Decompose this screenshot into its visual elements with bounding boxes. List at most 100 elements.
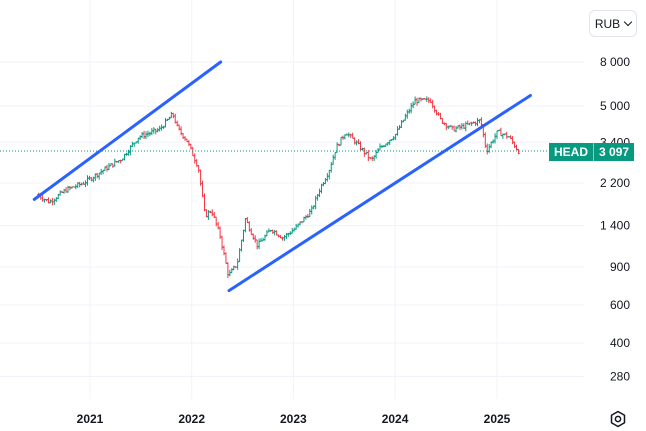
ohlc-bar — [54, 197, 58, 202]
ohlc-bar — [427, 97, 431, 104]
ohlc-bar — [197, 165, 201, 173]
last-price-label: HEAD 3 097 — [549, 143, 635, 161]
y-tick-label: 2 200 — [600, 176, 630, 190]
ohlc-bar — [310, 205, 314, 215]
ohlc-bar — [413, 96, 417, 105]
chart-grid — [0, 0, 584, 399]
trendlines — [32, 60, 532, 293]
ohlc-bar — [257, 238, 261, 250]
ohlc-bar — [327, 169, 331, 180]
ohlc-bar — [331, 154, 335, 165]
ohlc-bar — [409, 102, 413, 114]
ohlc-bar — [220, 235, 224, 250]
ohlc-bar — [431, 99, 435, 109]
ohlc-bar — [464, 121, 468, 132]
chevron-down-icon — [623, 17, 633, 27]
ohlc-bar — [97, 172, 101, 180]
y-tick-label: 8 000 — [600, 55, 630, 69]
ohlc-bar — [58, 190, 62, 196]
ohlc-bar — [415, 97, 419, 106]
ohlc-bar — [403, 113, 407, 121]
ohlc-bar — [308, 208, 312, 218]
ohlc-bar — [249, 228, 253, 235]
ohlc-bar — [181, 132, 185, 140]
ohlc-bar — [245, 217, 249, 224]
ohlc-bar — [318, 188, 322, 198]
ohlc-bar — [306, 214, 310, 219]
x-tick-label: 2021 — [77, 412, 104, 426]
ohlc-bar — [396, 126, 400, 136]
ohlc-bar — [475, 117, 479, 127]
ohlc-bar — [214, 216, 218, 227]
ohlc-bar — [255, 239, 259, 250]
ohlc-bar — [204, 209, 208, 218]
ohlc-bar — [366, 149, 370, 162]
ohlc-bar — [183, 136, 187, 141]
ohlc-bar — [84, 180, 88, 188]
ohlc-bar — [353, 137, 357, 145]
ohlc-bar — [138, 135, 142, 140]
ohlc-bar — [411, 101, 415, 109]
ohlc-bar — [113, 158, 117, 167]
ohlc-bar — [95, 173, 99, 179]
ohlc-bar — [142, 130, 146, 139]
ohlc-bar — [187, 140, 191, 147]
ohlc-bar — [152, 127, 156, 134]
ohlc-bar — [171, 112, 175, 119]
y-tick-label: 900 — [610, 260, 630, 274]
ohlc-bar — [107, 162, 111, 171]
settings-icon[interactable] — [609, 410, 627, 428]
ohlc-bar — [450, 125, 454, 130]
price-label-divider — [593, 143, 595, 161]
ohlc-bar — [224, 252, 228, 264]
currency-label: RUB — [594, 16, 621, 31]
ohlc-bar — [505, 131, 509, 139]
y-tick-label: 600 — [610, 298, 630, 312]
ohlc-bar — [499, 127, 503, 137]
ohlc-bar — [329, 162, 333, 173]
ohlc-bar — [460, 122, 464, 130]
ohlc-bar — [179, 126, 183, 136]
y-tick-label: 400 — [610, 336, 630, 350]
ohlc-bar — [355, 140, 359, 146]
ohlc-bar — [210, 209, 214, 217]
ohlc-bar — [140, 132, 144, 139]
ohlc-bar — [454, 125, 458, 133]
ohlc-bar — [304, 215, 308, 220]
ohlc-bar — [193, 153, 197, 164]
trendline-upper — [32, 60, 223, 201]
ohlc-bar — [470, 121, 474, 126]
ohlc-bar — [230, 268, 234, 274]
ohlc-bar — [362, 147, 366, 157]
ohlc-bar — [333, 151, 337, 160]
x-tick-label: 2022 — [178, 412, 205, 426]
ohlc-bar — [136, 137, 140, 144]
trendline-lower — [227, 93, 532, 293]
ohlc-bar — [202, 193, 206, 212]
ohlc-bar — [435, 109, 439, 116]
ticker-label: HEAD — [549, 143, 594, 161]
ohlc-bar — [236, 258, 240, 270]
price-bars — [37, 96, 520, 278]
ohlc-bar — [495, 130, 499, 140]
ohlc-bar — [485, 143, 489, 155]
ohlc-bar — [349, 133, 353, 138]
ohlc-bar — [405, 109, 409, 119]
currency-selector[interactable]: RUB — [589, 10, 637, 37]
ohlc-bar — [325, 173, 329, 182]
ohlc-bar — [240, 239, 244, 252]
ohlc-bar — [85, 175, 89, 186]
y-tick-label: 5 000 — [600, 99, 630, 113]
ohlc-bar — [148, 131, 152, 137]
y-tick-label: 1 400 — [600, 219, 630, 233]
ohlc-bar — [144, 131, 148, 139]
y-tick-label: 280 — [610, 370, 630, 384]
ohlc-bar — [483, 132, 487, 148]
ohlc-bar — [294, 223, 298, 230]
ohlc-bar — [150, 127, 154, 136]
ohlc-bar — [351, 132, 355, 139]
ohlc-bar — [265, 230, 269, 237]
